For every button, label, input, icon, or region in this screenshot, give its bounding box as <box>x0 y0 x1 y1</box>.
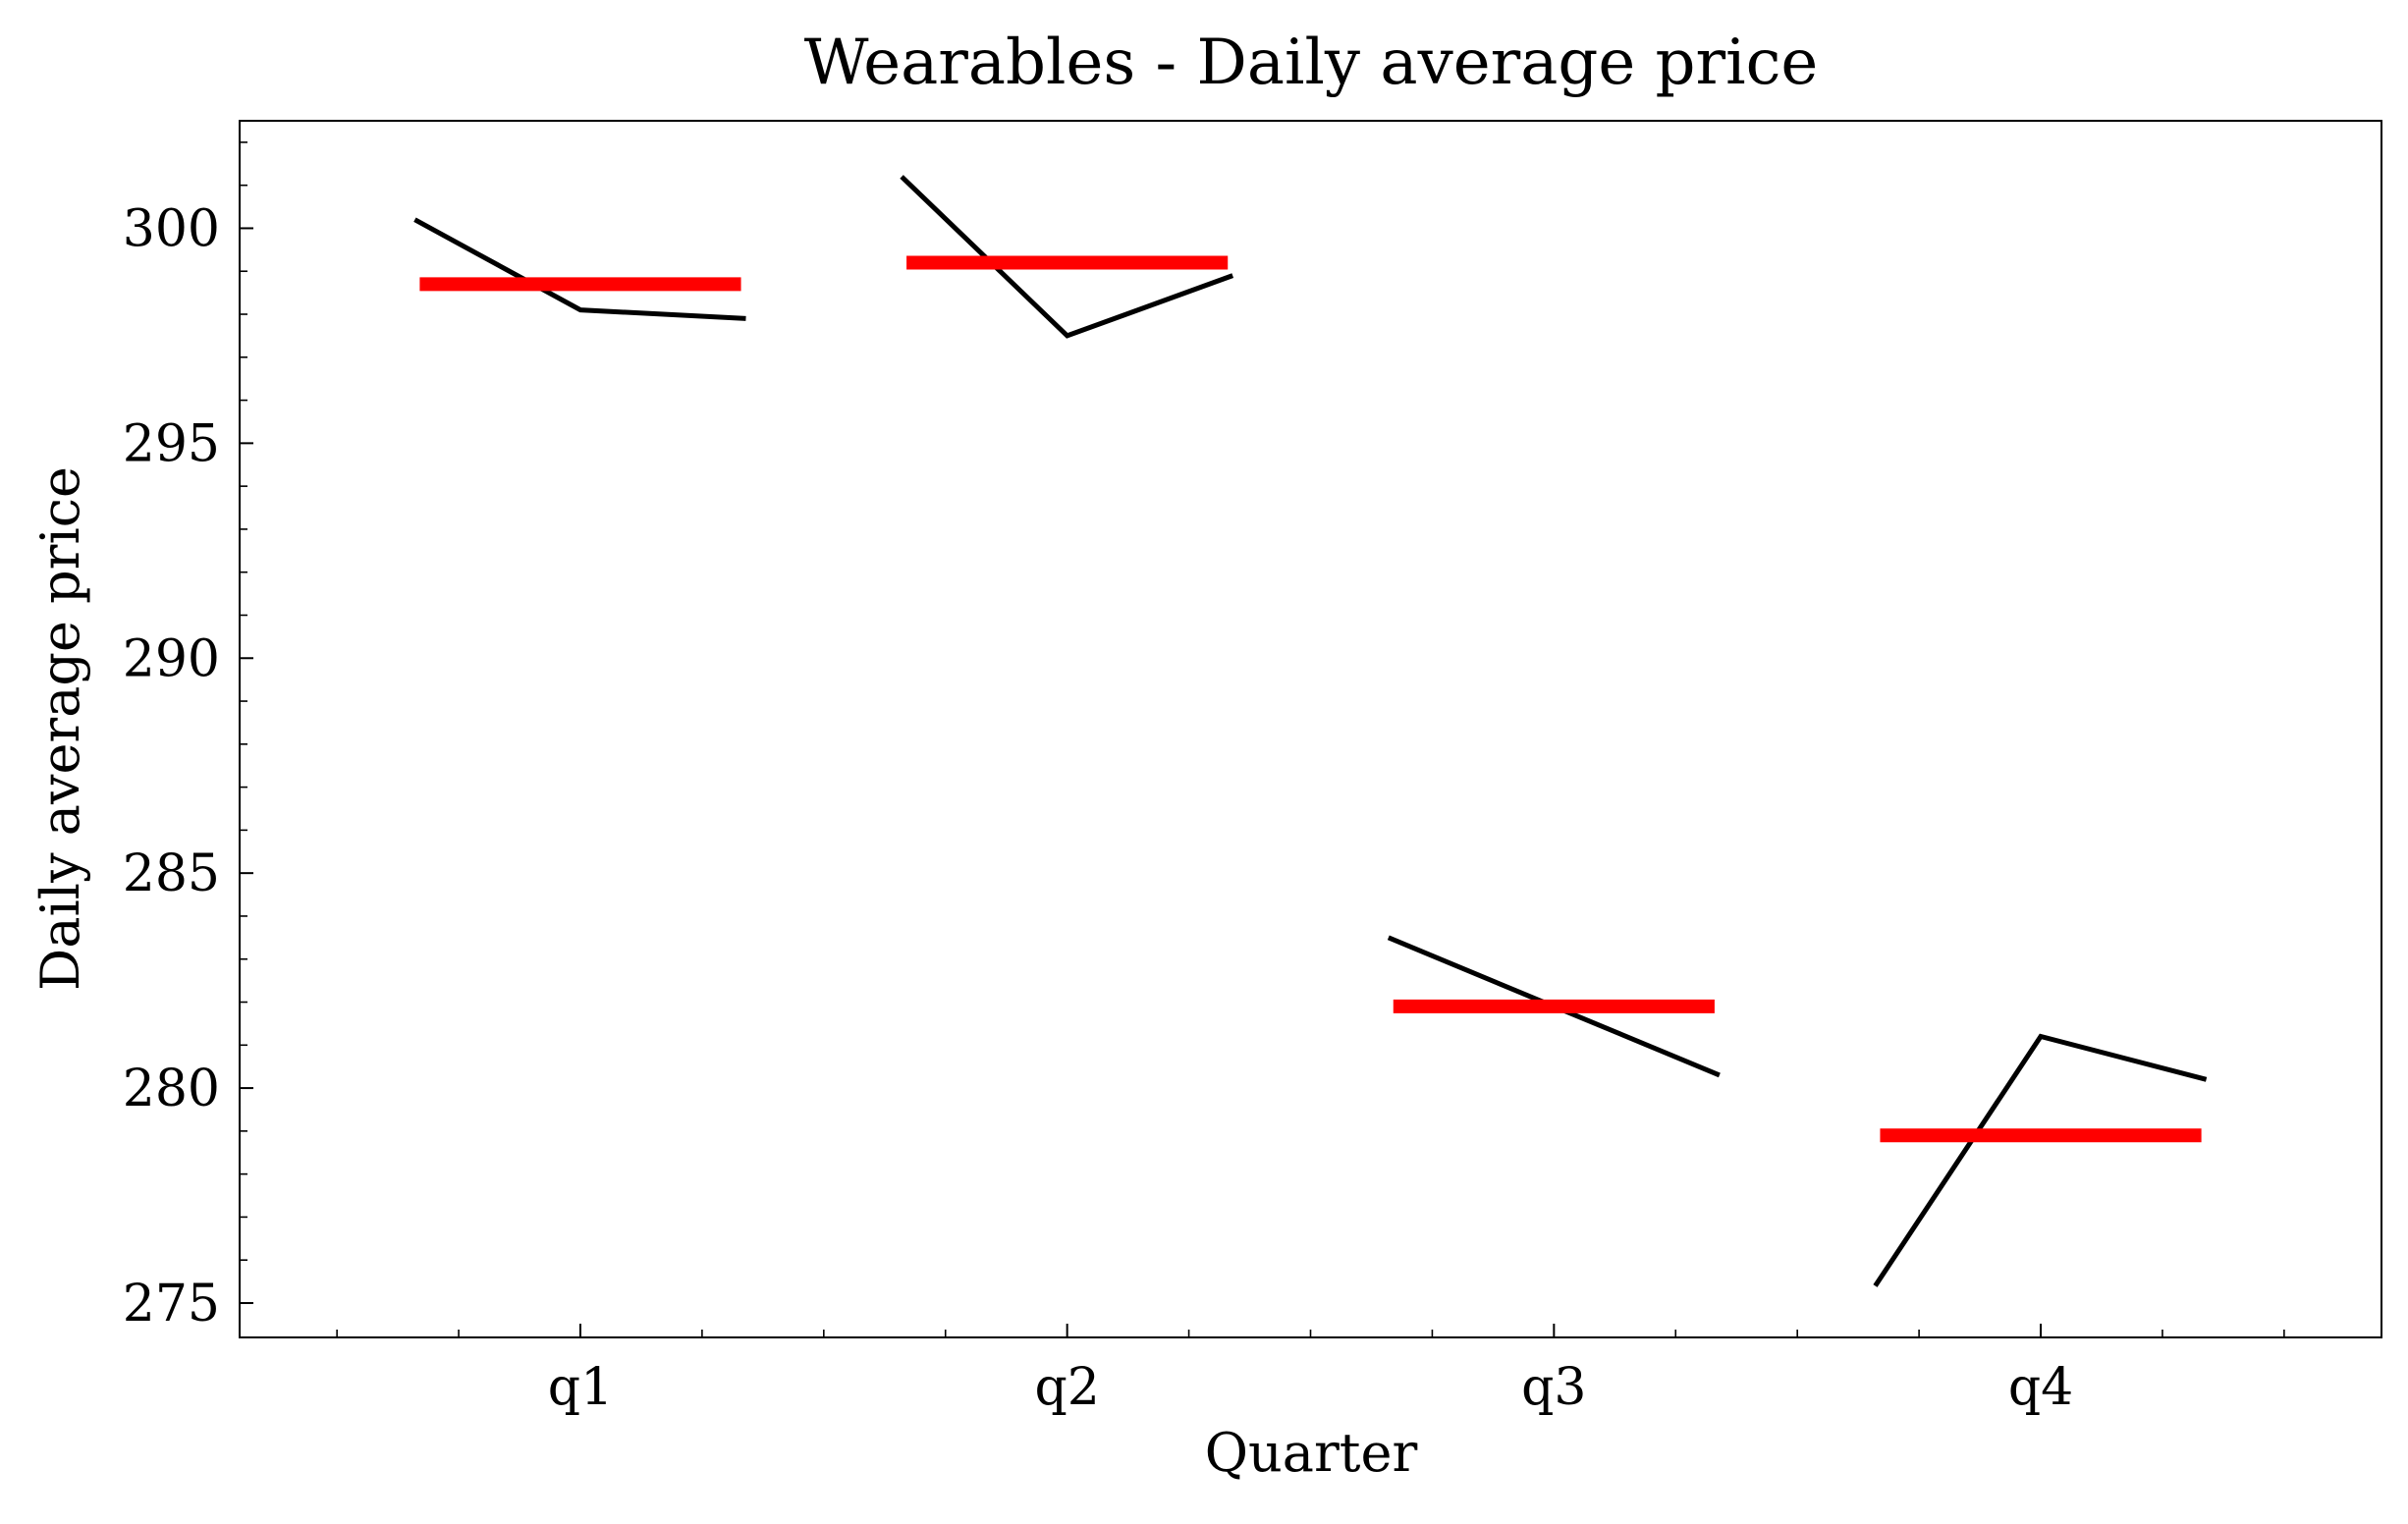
x-tick-label: q3 <box>1521 1358 1586 1417</box>
x-tick-label: q1 <box>548 1358 613 1417</box>
x-tick-label: q2 <box>1034 1358 1099 1417</box>
y-tick-label: 285 <box>123 844 220 903</box>
series-line-q1 <box>413 217 746 321</box>
y-axis-label: Daily average price <box>29 466 91 991</box>
y-tick-label: 300 <box>123 199 220 258</box>
y-tick-label: 280 <box>123 1060 220 1118</box>
x-axis-label: Quarter <box>1205 1422 1418 1484</box>
chart-title: Wearables - Daily average price <box>804 27 1819 99</box>
x-tick-label: q4 <box>2008 1358 2073 1417</box>
series-line-q2 <box>900 175 1234 339</box>
y-tick-label: 290 <box>123 629 220 688</box>
series-line-q4 <box>1873 1033 2208 1287</box>
y-tick-label: 275 <box>123 1275 220 1334</box>
plot-area: 275 280 285 290 295 300 q1 q2 q3 q4 <box>123 120 2382 1417</box>
y-tick-label: 295 <box>123 414 220 473</box>
